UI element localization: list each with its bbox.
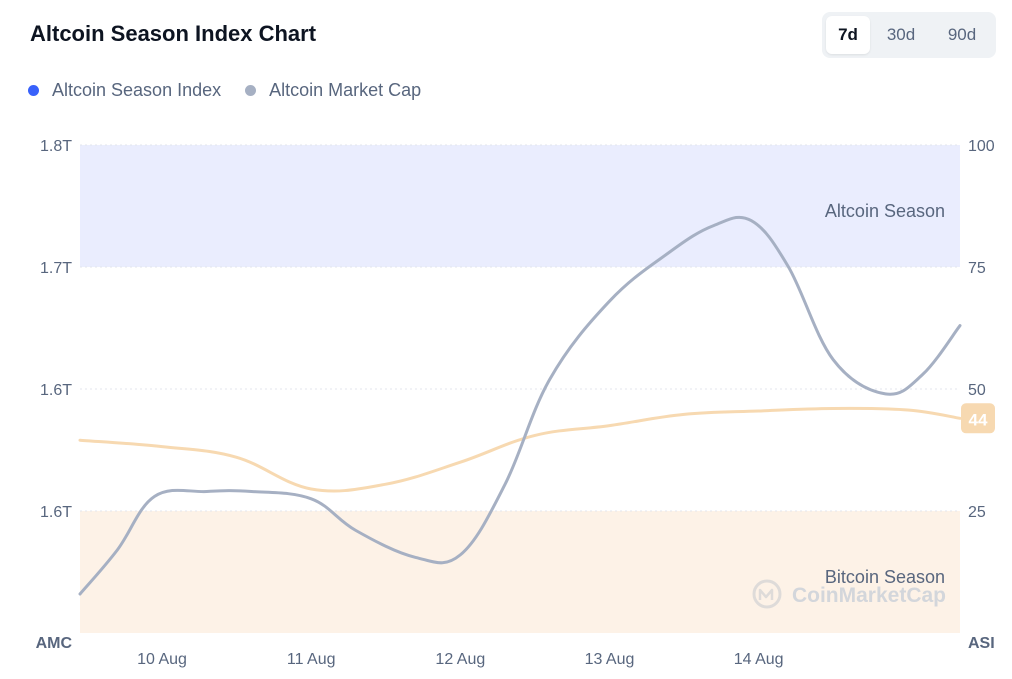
legend-item-altcoin-season-index[interactable]: Altcoin Season Index [28, 80, 221, 101]
left-axis-name: AMC [36, 635, 73, 652]
watermark-text: CoinMarketCap [792, 584, 946, 607]
x-axis-tick: 11 Aug [287, 651, 336, 668]
current-value-label: 44 [969, 410, 988, 429]
left-axis-tick: 1.6T [40, 504, 72, 521]
x-axis-tick: 12 Aug [435, 651, 485, 668]
legend-dot-icon [28, 85, 39, 96]
right-axis-tick: 50 [968, 382, 986, 399]
left-axis-tick: 1.6T [40, 382, 72, 399]
legend-label: Altcoin Market Cap [269, 80, 422, 100]
legend-item-altcoin-market-cap[interactable]: Altcoin Market Cap [245, 80, 421, 101]
current-value-badge [961, 403, 995, 434]
zone-label: Altcoin Season [825, 201, 945, 221]
right-axis-name: ASI [968, 635, 995, 652]
range-90d-button[interactable]: 90d [932, 16, 992, 54]
coinmarketcap-logo-icon [752, 579, 782, 609]
zone-band [80, 511, 960, 633]
right-axis-tick: 25 [968, 504, 986, 521]
time-range-toggle: 7d 30d 90d [822, 12, 996, 58]
left-axis-tick: 1.7T [40, 260, 72, 277]
legend-dot-icon [245, 85, 257, 96]
series-line-altcoin-season-index [78, 406, 962, 493]
legend-label: Altcoin Season Index [52, 80, 222, 100]
zone-label: Bitcoin Season [825, 567, 945, 587]
series-line-altcoin-market-cap [78, 215, 962, 596]
x-axis-tick: 13 Aug [585, 651, 635, 668]
zone-band [80, 145, 960, 267]
x-axis-tick: 14 Aug [734, 651, 784, 668]
right-axis-tick: 75 [968, 260, 986, 277]
right-axis-tick: 100 [968, 138, 995, 155]
x-axis-tick: 10 Aug [137, 651, 187, 668]
left-axis-tick: 1.8T [40, 138, 72, 155]
chart-title: Altcoin Season Index Chart [30, 21, 317, 46]
range-7d-button[interactable]: 7d [826, 16, 870, 54]
range-30d-button[interactable]: 30d [870, 16, 932, 54]
chart-legend: Altcoin Season Index Altcoin Market Cap [28, 80, 445, 101]
